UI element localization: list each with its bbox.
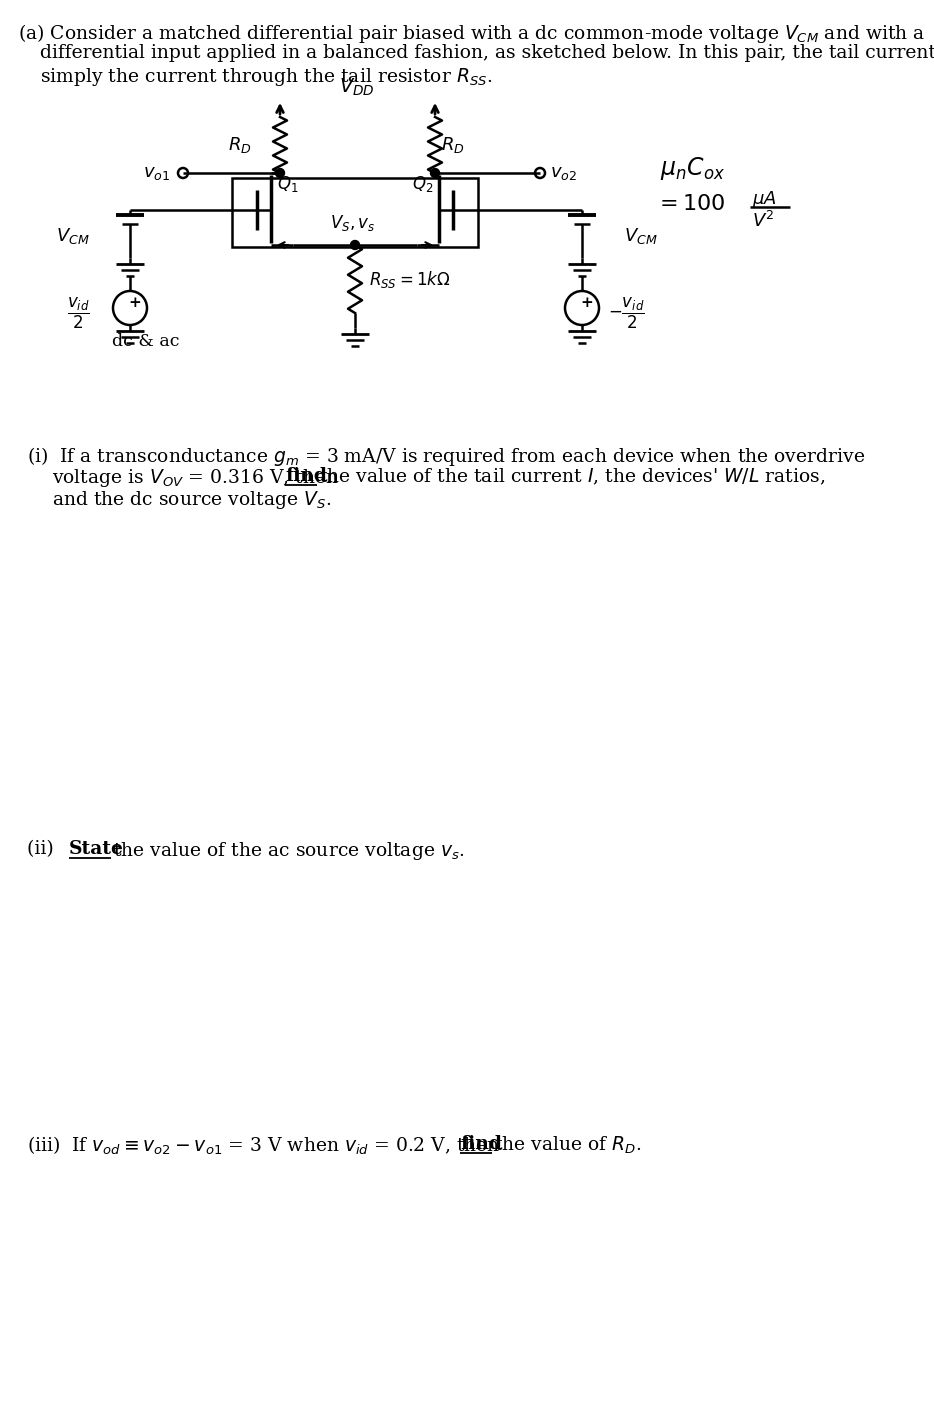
- Text: $Q_1$: $Q_1$: [277, 174, 299, 194]
- Text: voltage is $V_{OV}$ = 0.316 V, then: voltage is $V_{OV}$ = 0.316 V, then: [52, 468, 339, 489]
- Text: (iii)  If $v_{od} \equiv v_{o2} - v_{o1}$ = 3 V when $v_{id}$ = 0.2 V, then: (iii) If $v_{od} \equiv v_{o2} - v_{o1}$…: [27, 1134, 501, 1157]
- Text: and the dc source voltage $V_S$.: and the dc source voltage $V_S$.: [52, 489, 332, 511]
- Text: $-\dfrac{v_{id}}{2}$: $-\dfrac{v_{id}}{2}$: [608, 295, 644, 330]
- Text: +: +: [129, 296, 141, 310]
- Text: the value of $R_D$.: the value of $R_D$.: [494, 1134, 642, 1157]
- Text: $= 100$: $= 100$: [655, 192, 726, 215]
- Text: (i)  If a transconductance $g_m$ = 3 mA/V is required from each device when the : (i) If a transconductance $g_m$ = 3 mA/V…: [27, 445, 865, 468]
- Circle shape: [276, 168, 285, 177]
- Text: $\mu_n C_{ox}$: $\mu_n C_{ox}$: [660, 154, 725, 183]
- Circle shape: [350, 240, 360, 250]
- Text: find: find: [285, 468, 327, 484]
- Text: $\mu A$: $\mu A$: [752, 190, 777, 211]
- Text: State: State: [69, 840, 124, 858]
- Text: find: find: [460, 1134, 502, 1153]
- Text: $R_{SS} = 1k\Omega$: $R_{SS} = 1k\Omega$: [369, 268, 450, 289]
- Text: the value of the tail current $I$, the devices' $W/L$ ratios,: the value of the tail current $I$, the d…: [319, 468, 826, 487]
- Text: $V_{CM}$: $V_{CM}$: [56, 226, 90, 247]
- Text: $V^2$: $V^2$: [752, 211, 774, 232]
- Text: (ii): (ii): [27, 840, 65, 858]
- Text: +: +: [581, 296, 593, 310]
- Text: $V_{CM}$: $V_{CM}$: [624, 226, 658, 247]
- Text: $Q_2$: $Q_2$: [412, 174, 433, 194]
- Text: $v_{o1}$: $v_{o1}$: [143, 164, 170, 183]
- Text: simply the current through the tail resistor $R_{SS}$.: simply the current through the tail resi…: [40, 66, 492, 88]
- Text: $v_{o2}$: $v_{o2}$: [550, 164, 577, 183]
- Text: $V_{DD}$: $V_{DD}$: [339, 77, 375, 98]
- Bar: [232, 178, 478, 247]
- Text: differential input applied in a balanced fashion, as sketched below. In this pai: differential input applied in a balanced…: [40, 44, 934, 62]
- Circle shape: [431, 168, 440, 177]
- Text: $R_D$: $R_D$: [441, 135, 464, 154]
- Text: $\dfrac{v_{id}}{2}$: $\dfrac{v_{id}}{2}$: [67, 295, 90, 330]
- Text: $V_S, v_s$: $V_S, v_s$: [331, 213, 375, 233]
- Text: $R_D$: $R_D$: [229, 135, 252, 154]
- Text: the value of the ac source voltage $v_s$.: the value of the ac source voltage $v_s$…: [113, 840, 465, 862]
- Text: dc & ac: dc & ac: [112, 333, 179, 350]
- Text: (a) Consider a matched differential pair biased with a dc common-mode voltage $V: (a) Consider a matched differential pair…: [18, 22, 926, 45]
